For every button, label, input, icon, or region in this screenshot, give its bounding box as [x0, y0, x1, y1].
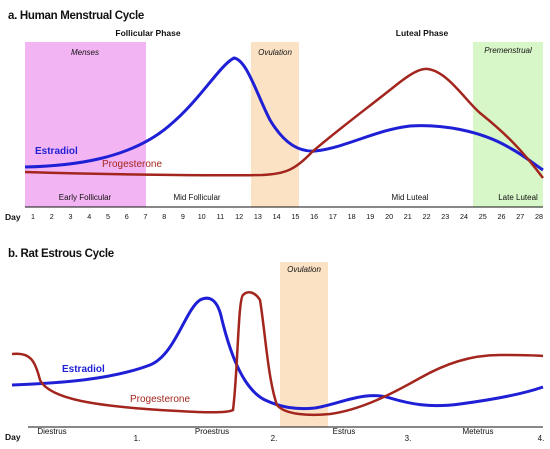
- day-tick-a: 6: [125, 212, 129, 221]
- proestrus-label: Proestrus: [195, 427, 229, 436]
- day-tick-a: 12: [235, 212, 243, 221]
- panel-a-title: a. Human Menstrual Cycle: [8, 10, 144, 22]
- day-tick-a: 5: [106, 212, 110, 221]
- ovulation-label-b: Ovulation: [287, 265, 321, 274]
- day-tick-a: 15: [291, 212, 299, 221]
- day-tick-b-2: 2.: [271, 434, 278, 443]
- day-tick-a: 11: [217, 212, 224, 221]
- estradiol-label-a: Estradiol: [35, 146, 78, 157]
- progesterone-curve-a: [24, 67, 544, 179]
- diestrus-label: Diestrus: [37, 427, 66, 436]
- estradiol-curve-b: [11, 296, 544, 411]
- day-tick-a: 22: [423, 212, 431, 221]
- day-tick-a: 3: [69, 212, 73, 221]
- progesterone-curve-b: [11, 291, 544, 417]
- panel-b: b. Rat Estrous Cycle Ovulation Estradiol…: [5, 248, 544, 443]
- mid-luteal-label: Mid Luteal: [392, 193, 429, 202]
- early-follicular-label: Early Follicular: [59, 193, 112, 202]
- estrus-label: Estrus: [333, 427, 356, 436]
- day-tick-a: 20: [385, 212, 393, 221]
- mid-follicular-label: Mid Follicular: [173, 193, 220, 202]
- day-tick-a: 8: [162, 212, 166, 221]
- progesterone-label-b: Progesterone: [130, 394, 190, 405]
- day-tick-b-3: 3.: [405, 434, 412, 443]
- day-tick-a: 10: [198, 212, 206, 221]
- day-tick-b-4: 4.: [538, 434, 545, 443]
- day-tick-a: 21: [404, 212, 412, 221]
- day-label-b: Day: [5, 432, 21, 442]
- ovulation-band: [251, 42, 299, 207]
- day-tick-a: 26: [498, 212, 506, 221]
- late-luteal-label: Late Luteal: [498, 193, 538, 202]
- ovulation-band-b: [280, 262, 328, 427]
- day-tick-a: 1: [31, 212, 35, 221]
- menses-label: Menses: [71, 48, 99, 57]
- day-tick-a: 9: [181, 212, 185, 221]
- day-tick-a: 17: [329, 212, 337, 221]
- day-tick-a: 7: [143, 212, 147, 221]
- panel-b-title: b. Rat Estrous Cycle: [8, 248, 114, 260]
- estradiol-curve-a: [24, 56, 544, 172]
- day-tick-a: 24: [460, 212, 468, 221]
- day-tick-a: 19: [366, 212, 374, 221]
- premenstrual-label: Premenstrual: [484, 46, 532, 55]
- progesterone-label-a: Progesterone: [102, 159, 162, 170]
- day-tick-a: 23: [441, 212, 449, 221]
- day-tick-a: 4: [87, 212, 91, 221]
- menses-band: [25, 42, 146, 207]
- metetrus-label: Metetrus: [462, 427, 493, 436]
- day-label-a: Day: [5, 212, 21, 222]
- day-tick-a: 18: [348, 212, 356, 221]
- ovulation-label-a: Ovulation: [258, 48, 292, 57]
- day-ticks-a: 1 2 3 4 5 6 7 8 9 10 11 12 13 14 15 16 17 18 19 20 21 22 23 24 2…: [31, 212, 543, 221]
- follicular-phase-label: Follicular Phase: [115, 28, 180, 38]
- day-tick-b-1: 1.: [134, 434, 141, 443]
- luteal-phase-label: Luteal Phase: [396, 28, 449, 38]
- day-tick-a: 27: [516, 212, 524, 221]
- day-tick-a: 28: [535, 212, 543, 221]
- day-tick-a: 25: [479, 212, 487, 221]
- estradiol-label-b: Estradiol: [62, 364, 105, 375]
- panel-a: a. Human Menstrual Cycle Follicular Phas…: [5, 10, 544, 222]
- day-tick-a: 13: [254, 212, 262, 221]
- premenstrual-band: [473, 42, 543, 207]
- day-tick-a: 16: [310, 212, 318, 221]
- day-tick-a: 2: [50, 212, 54, 221]
- day-tick-a: 14: [273, 212, 281, 221]
